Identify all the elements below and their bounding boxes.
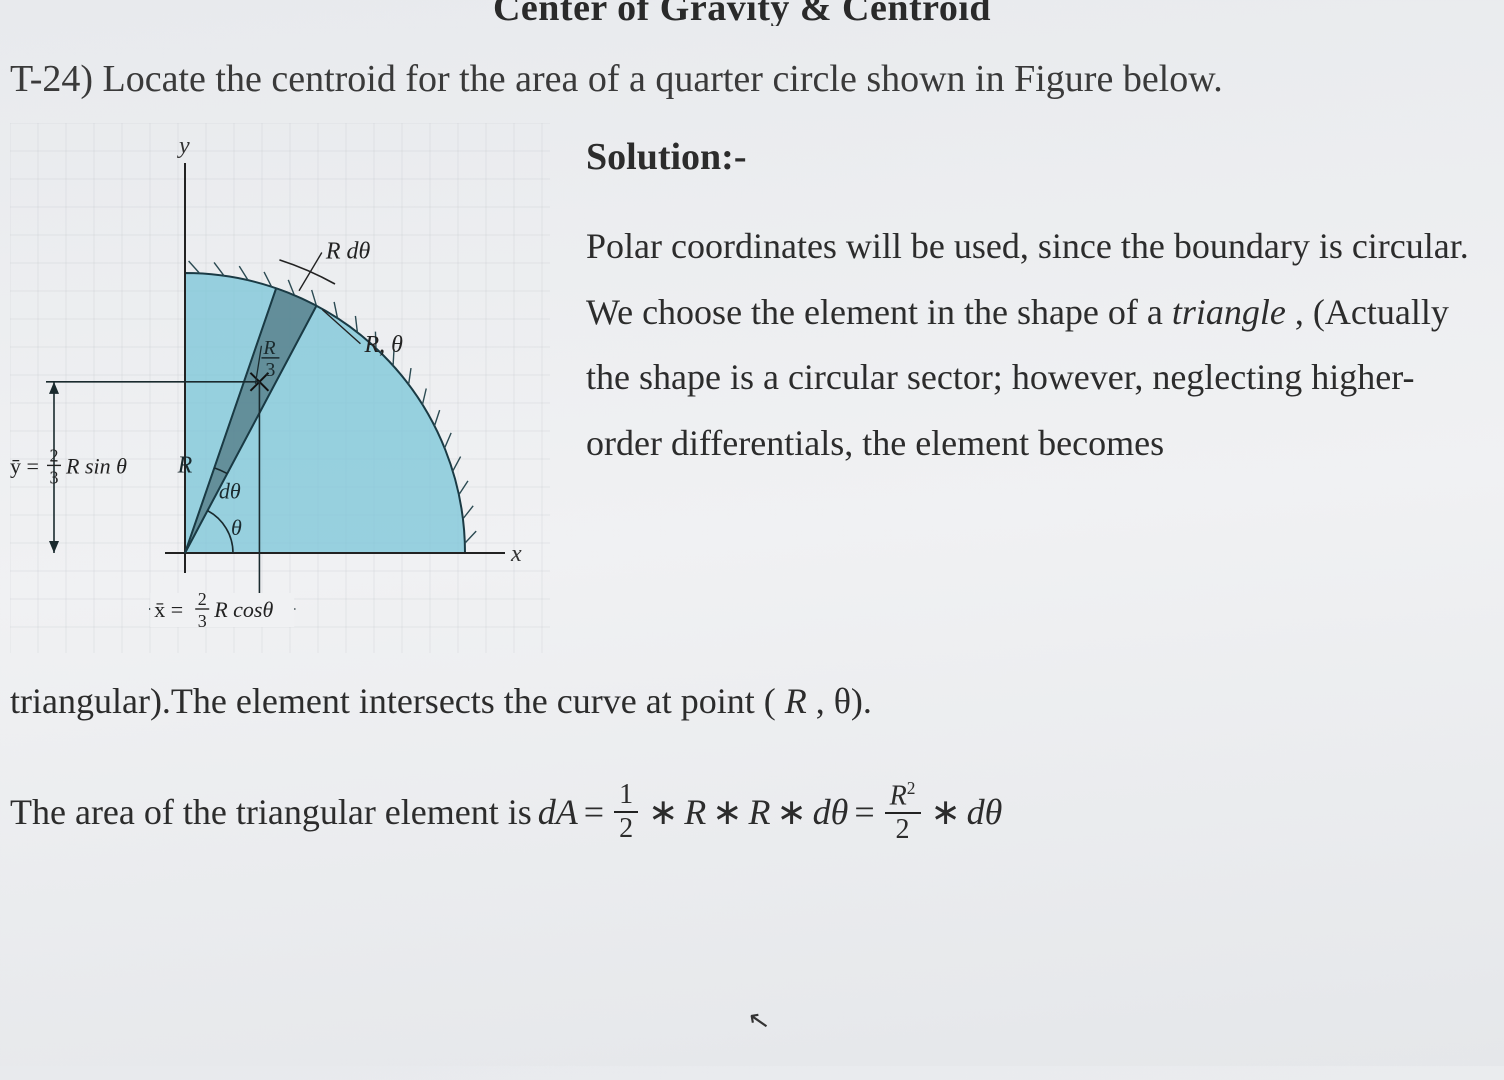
eq-star3: ∗ bbox=[776, 791, 806, 833]
eq-R2: R bbox=[748, 791, 770, 833]
eq-star1: ∗ bbox=[648, 791, 678, 833]
svg-text:R: R bbox=[262, 337, 275, 359]
svg-text:R cosθ: R cosθ bbox=[213, 597, 273, 622]
solution-heading: Solution:- bbox=[586, 123, 1474, 192]
cont-a: triangular).The element intersects the c… bbox=[10, 681, 785, 721]
eq-eq2: = bbox=[854, 791, 874, 833]
eq-dth2: dθ bbox=[967, 791, 1003, 833]
eq-lead: The area of the triangular element is bbox=[10, 791, 532, 833]
eq-dA: dA bbox=[538, 791, 578, 833]
svg-text:x: x bbox=[510, 541, 522, 567]
svg-text:R dθ: R dθ bbox=[325, 239, 371, 265]
eq-star2: ∗ bbox=[712, 791, 742, 833]
svg-text:R: R bbox=[177, 453, 193, 479]
cont-b: , θ). bbox=[807, 681, 872, 721]
solution-continuation: triangular).The element intersects the c… bbox=[10, 668, 1474, 735]
svg-text:R sin θ: R sin θ bbox=[65, 454, 127, 479]
figure-container: yxRR3θdθR dθR, θȳ =23R sin θx̄ =23R cosθ bbox=[10, 123, 550, 658]
cont-R: R bbox=[785, 681, 807, 721]
page-header-fragment: Center of Gravity & Centroid bbox=[10, 0, 1474, 26]
svg-text:2: 2 bbox=[198, 589, 207, 609]
eq-eq1: = bbox=[584, 791, 604, 833]
svg-text:dθ: dθ bbox=[219, 479, 241, 504]
eq-frac-half: 12 bbox=[614, 780, 638, 843]
svg-text:θ: θ bbox=[231, 515, 242, 540]
solution-paragraph: Polar coordinates will be used, since th… bbox=[586, 214, 1474, 476]
svg-text:y: y bbox=[177, 133, 190, 159]
svg-text:ȳ =: ȳ = bbox=[10, 454, 39, 479]
quarter-circle-figure: yxRR3θdθR dθR, θȳ =23R sin θx̄ =23R cosθ bbox=[10, 123, 550, 653]
svg-text:x̄ =: x̄ = bbox=[154, 597, 183, 622]
problem-statement: T-24) Locate the centroid for the area o… bbox=[10, 54, 1474, 105]
svg-text:3: 3 bbox=[198, 611, 207, 631]
eq-dth1: dθ bbox=[813, 791, 849, 833]
mouse-cursor-icon: ↖ bbox=[746, 1004, 773, 1037]
svg-text:3: 3 bbox=[265, 359, 275, 381]
area-equation: The area of the triangular element is dA… bbox=[10, 779, 1474, 844]
problem-text: Locate the centroid for the area of a qu… bbox=[103, 58, 1223, 100]
problem-label: T-24) bbox=[10, 58, 93, 100]
eq-star4: ∗ bbox=[931, 791, 961, 833]
eq-frac-R2-2: R22 bbox=[885, 779, 921, 844]
solution-italic-triangle: triangle bbox=[1172, 292, 1286, 332]
svg-text:2: 2 bbox=[50, 446, 59, 466]
svg-text:R, θ: R, θ bbox=[363, 332, 403, 358]
svg-text:3: 3 bbox=[50, 468, 59, 488]
eq-R1: R bbox=[684, 791, 706, 833]
